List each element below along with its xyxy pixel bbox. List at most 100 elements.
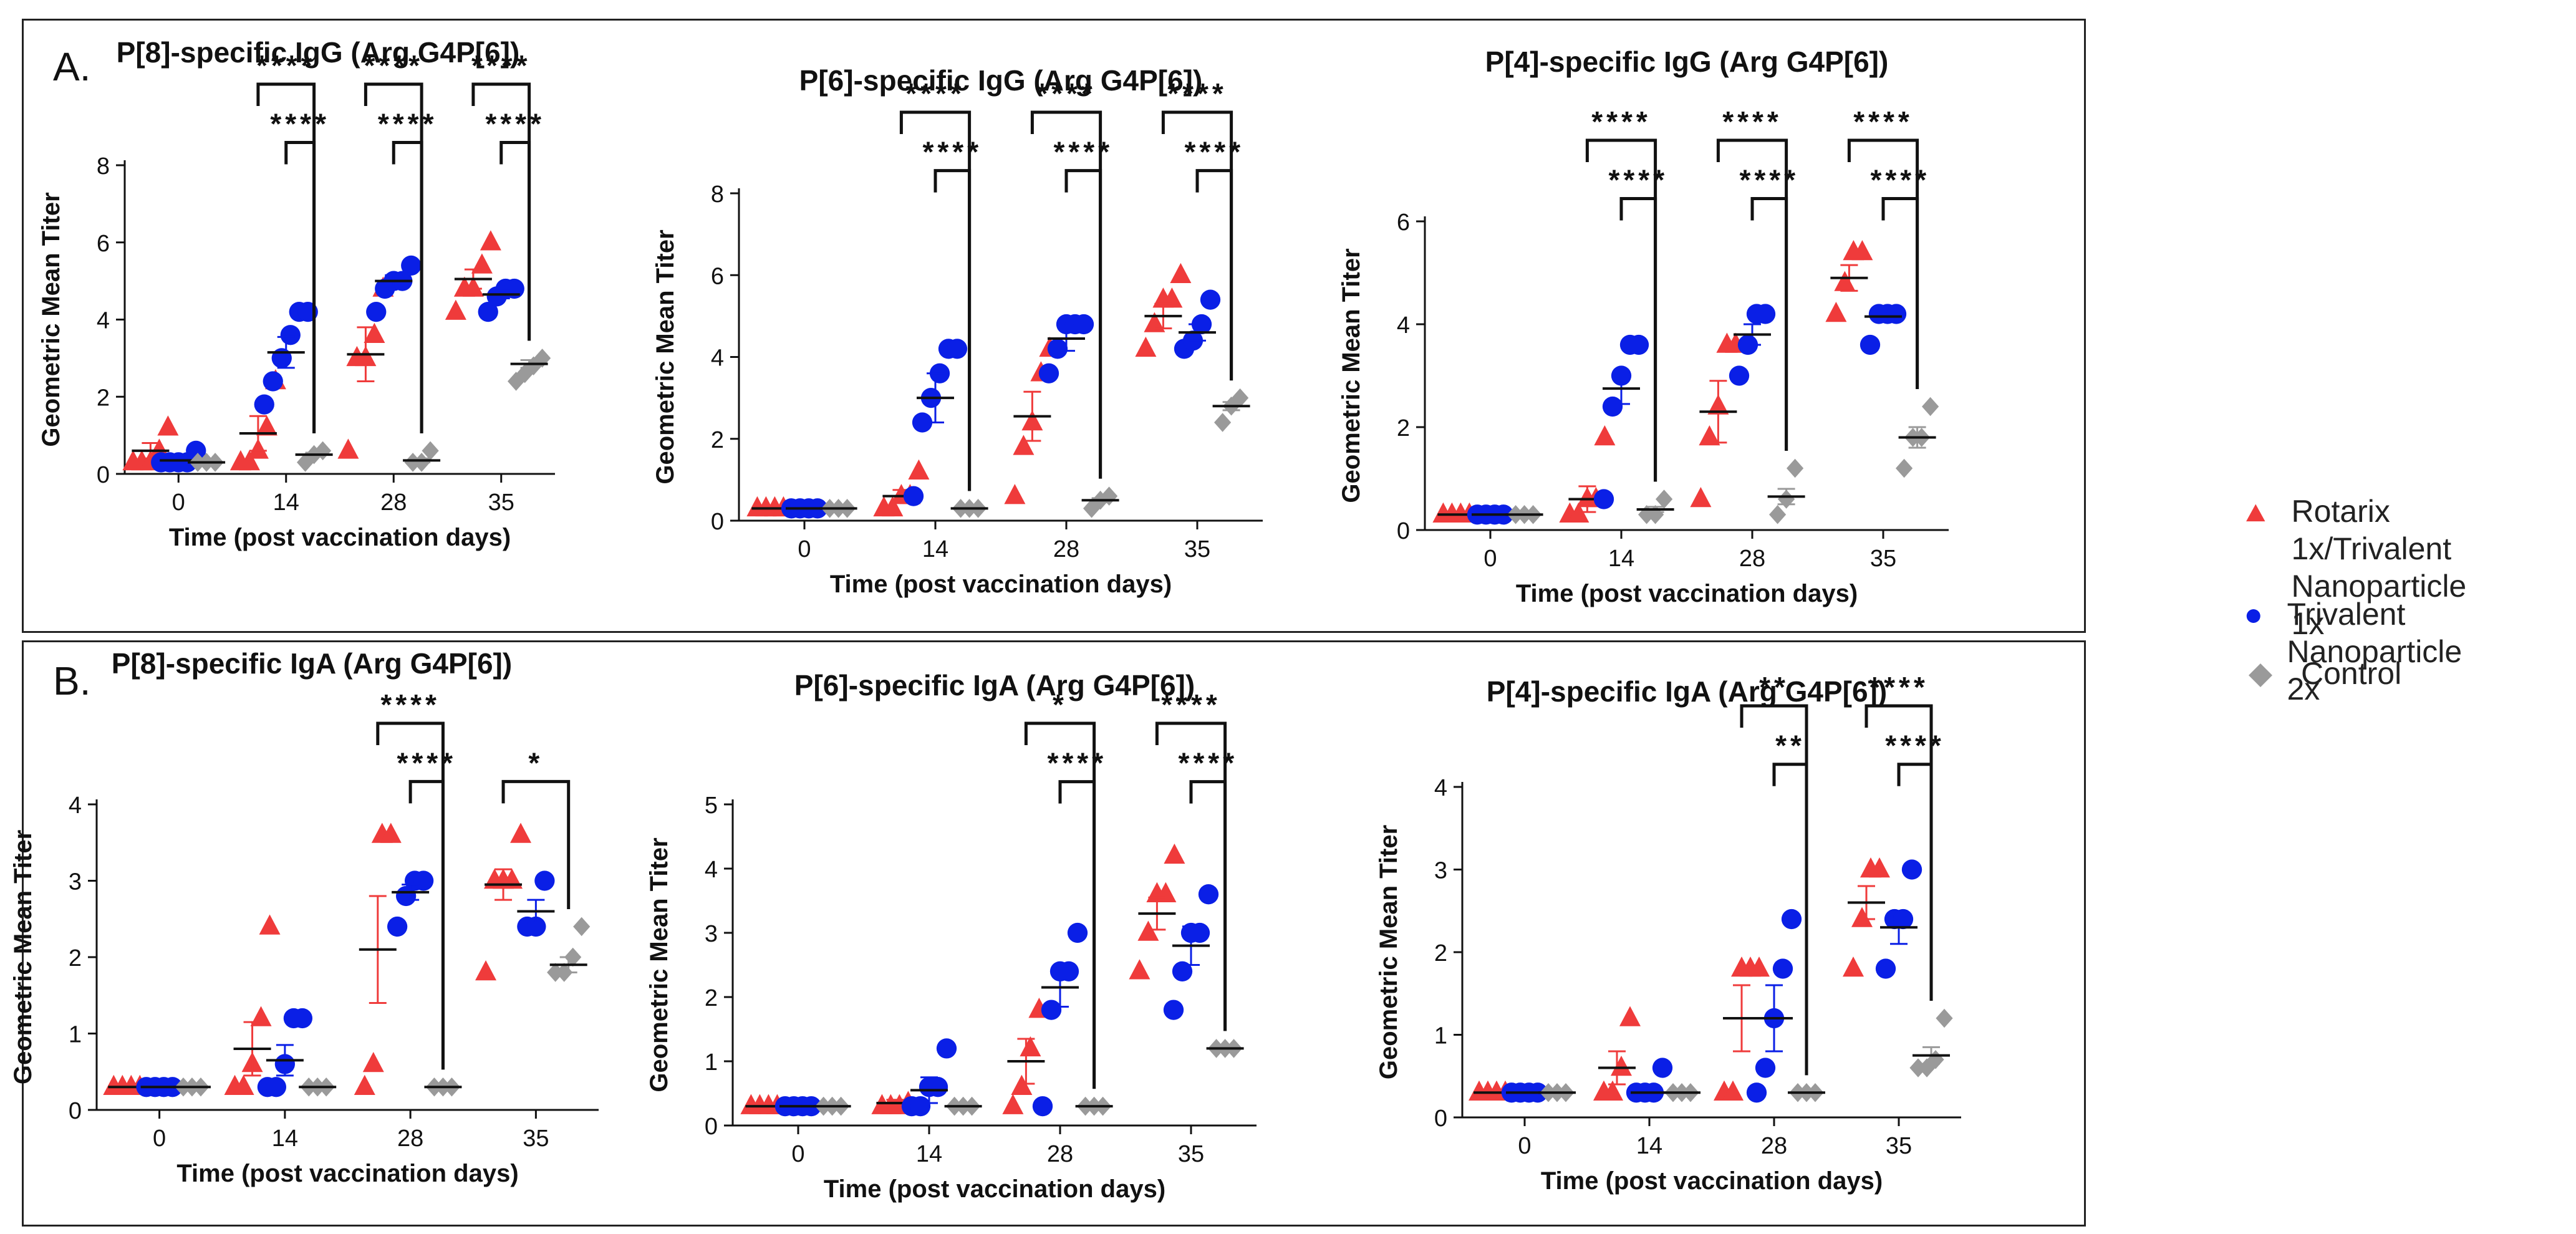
data-point <box>1038 363 1059 383</box>
significance-label: **** <box>471 49 531 82</box>
y-tick-label: 1 <box>705 1049 718 1076</box>
legend-item-control: Control <box>2245 655 2401 692</box>
x-axis-label: Time (post vaccination days) <box>824 1175 1165 1203</box>
data-point <box>263 371 283 392</box>
data-point <box>910 1096 931 1117</box>
x-tick-label: 28 <box>1739 546 1765 572</box>
significance-label: **** <box>1722 105 1782 138</box>
y-tick-label: 4 <box>705 857 718 883</box>
y-tick-label: 4 <box>97 308 110 334</box>
significance-label: **** <box>380 688 440 721</box>
y-tick-label: 6 <box>97 231 110 257</box>
y-tick-label: 4 <box>711 345 724 372</box>
data-point <box>422 441 439 461</box>
significance-label: **** <box>256 49 316 82</box>
data-point <box>936 1038 957 1059</box>
data-point <box>1896 458 1913 478</box>
significance-label: **** <box>1608 163 1668 196</box>
x-tick-label: 14 <box>273 489 299 516</box>
x-tick-label: 35 <box>1886 1133 1912 1159</box>
data-point <box>508 372 525 391</box>
y-tick-label: 4 <box>1397 312 1410 339</box>
chart-2: P[6]-specific IgG (Arg G4P[6]) 0 2 4 6 8 0 14 28… <box>652 64 1263 598</box>
data-point <box>882 496 904 517</box>
data-point <box>1602 396 1623 417</box>
circle-marker-icon <box>2246 609 2260 623</box>
data-point <box>1200 289 1221 310</box>
data-point <box>947 339 968 359</box>
data-point <box>1699 425 1720 446</box>
x-tick-label: 35 <box>488 489 514 516</box>
x-tick-label: 0 <box>172 489 185 516</box>
data-point <box>1652 1058 1673 1078</box>
y-tick-label: 0 <box>705 1114 718 1140</box>
data-point <box>516 364 534 383</box>
data-point <box>271 348 292 369</box>
data-point <box>297 453 314 472</box>
data-point <box>1781 909 1802 930</box>
significance-bracket <box>1064 169 1102 479</box>
data-point <box>1860 334 1881 355</box>
data-point <box>259 914 281 935</box>
data-point <box>1722 1080 1744 1101</box>
significance-bracket <box>933 169 972 491</box>
data-point <box>254 394 274 415</box>
data-point <box>1593 489 1614 509</box>
x-axis-label: Time (post vaccination days) <box>169 524 511 551</box>
chart-title: P[4]-specific IgG (Arg G4P[6]) <box>1485 46 1889 78</box>
significance-label: **** <box>1036 77 1096 110</box>
significance-label: * <box>528 746 543 779</box>
data-point <box>480 230 501 251</box>
x-tick-label: 14 <box>916 1141 942 1167</box>
data-point <box>387 916 408 937</box>
y-axis-label: Geometric Mean Titer <box>1375 825 1402 1079</box>
chart-1: P[8]-specific IgG (Arg G4P[6]) 0 2 4 6 8 0 14 28… <box>37 36 555 551</box>
x-tick-label: 35 <box>1184 536 1210 562</box>
data-point <box>1058 961 1079 981</box>
significance-label: **** <box>905 77 965 110</box>
x-tick-label: 0 <box>1518 1133 1531 1159</box>
data-point <box>1002 1094 1024 1114</box>
x-tick-label: 0 <box>791 1141 804 1167</box>
data-point <box>927 1077 948 1097</box>
y-axis-label: Geometric Mean Titer <box>652 229 679 484</box>
significance-bracket <box>1750 196 1788 451</box>
significance-label: **** <box>1161 688 1221 721</box>
x-tick-label: 35 <box>523 1126 549 1152</box>
y-tick-label: 4 <box>1434 775 1447 801</box>
significance-label: **** <box>922 136 982 168</box>
data-point <box>1769 504 1787 524</box>
x-tick-label: 35 <box>1870 546 1896 572</box>
y-tick-label: 0 <box>69 1098 82 1124</box>
y-tick-label: 3 <box>1434 858 1447 884</box>
data-point <box>1214 413 1232 432</box>
data-point <box>534 349 551 368</box>
data-point <box>1851 239 1873 261</box>
data-point <box>1073 314 1094 335</box>
data-point <box>1198 884 1219 905</box>
y-tick-label: 5 <box>705 793 718 819</box>
data-point <box>238 450 260 471</box>
data-point <box>366 301 387 322</box>
data-point <box>1909 1058 1927 1077</box>
x-axis-label: Time (post vaccination days) <box>1541 1167 1883 1195</box>
significance-bracket <box>284 140 316 433</box>
data-point <box>471 253 493 274</box>
significance-bracket <box>499 140 531 341</box>
data-point <box>280 325 301 345</box>
data-point <box>413 870 434 891</box>
data-point <box>1886 304 1907 324</box>
data-point <box>1787 458 1804 478</box>
data-point <box>504 278 524 299</box>
panel-b-frame <box>22 640 2086 1227</box>
y-tick-label: 3 <box>705 921 718 947</box>
y-tick-label: 8 <box>711 181 724 208</box>
data-point <box>908 459 930 480</box>
legend-label-trivalent: Trivalent Nanoparticle 2x <box>2287 597 2463 706</box>
chart-title: P[8]-specific IgG (Arg G4P[6]) <box>117 36 520 69</box>
triangle-marker-icon <box>2246 504 2265 522</box>
y-tick-label: 2 <box>69 945 82 971</box>
chart-title: P[6]-specific IgA (Arg G4P[6]) <box>794 669 1195 701</box>
data-point <box>1843 956 1864 977</box>
